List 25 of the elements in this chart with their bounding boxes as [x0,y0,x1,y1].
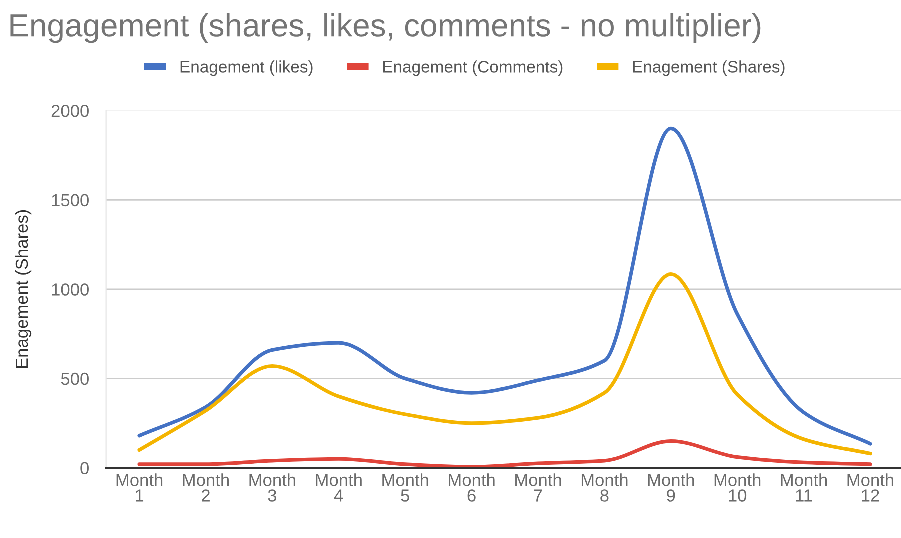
line-series [138,439,872,468]
x-tick-label: Month 6 [449,474,495,502]
y-tick-label: 0 [80,462,89,475]
legend-label: Enagement (Comments) [384,60,563,76]
x-tick-label: Month 11 [781,474,828,502]
x-tick-label: Month 2 [183,474,229,502]
x-tick-label: Month 1 [116,474,163,502]
y-tick-label: 500 [61,372,89,386]
x-tick-label: Month 3 [250,474,296,502]
line-series [138,126,872,446]
y-tick-label: 2000 [52,104,89,118]
x-tick-label: Month 8 [582,474,628,502]
y-tick-label: 1000 [52,284,89,296]
legend-label: Enagement (Shares) [633,60,785,76]
x-tick-label: Month 5 [382,474,428,502]
y-axis-title: Enagement (Shares) [15,210,32,368]
x-tick-label: Month 7 [516,474,562,502]
x-tick-label: Month 10 [714,474,761,502]
x-tick-label: Month 4 [316,474,362,502]
line-series [138,272,872,456]
y-tick-label: 1500 [52,194,89,207]
x-tick-label: Month 12 [848,474,894,502]
legend-label: Enagement (likes) [180,60,313,76]
x-tick-label: Month 9 [648,474,694,502]
chart-title: Engagement (shares, likes, comments - no multiplier) [10,13,761,44]
